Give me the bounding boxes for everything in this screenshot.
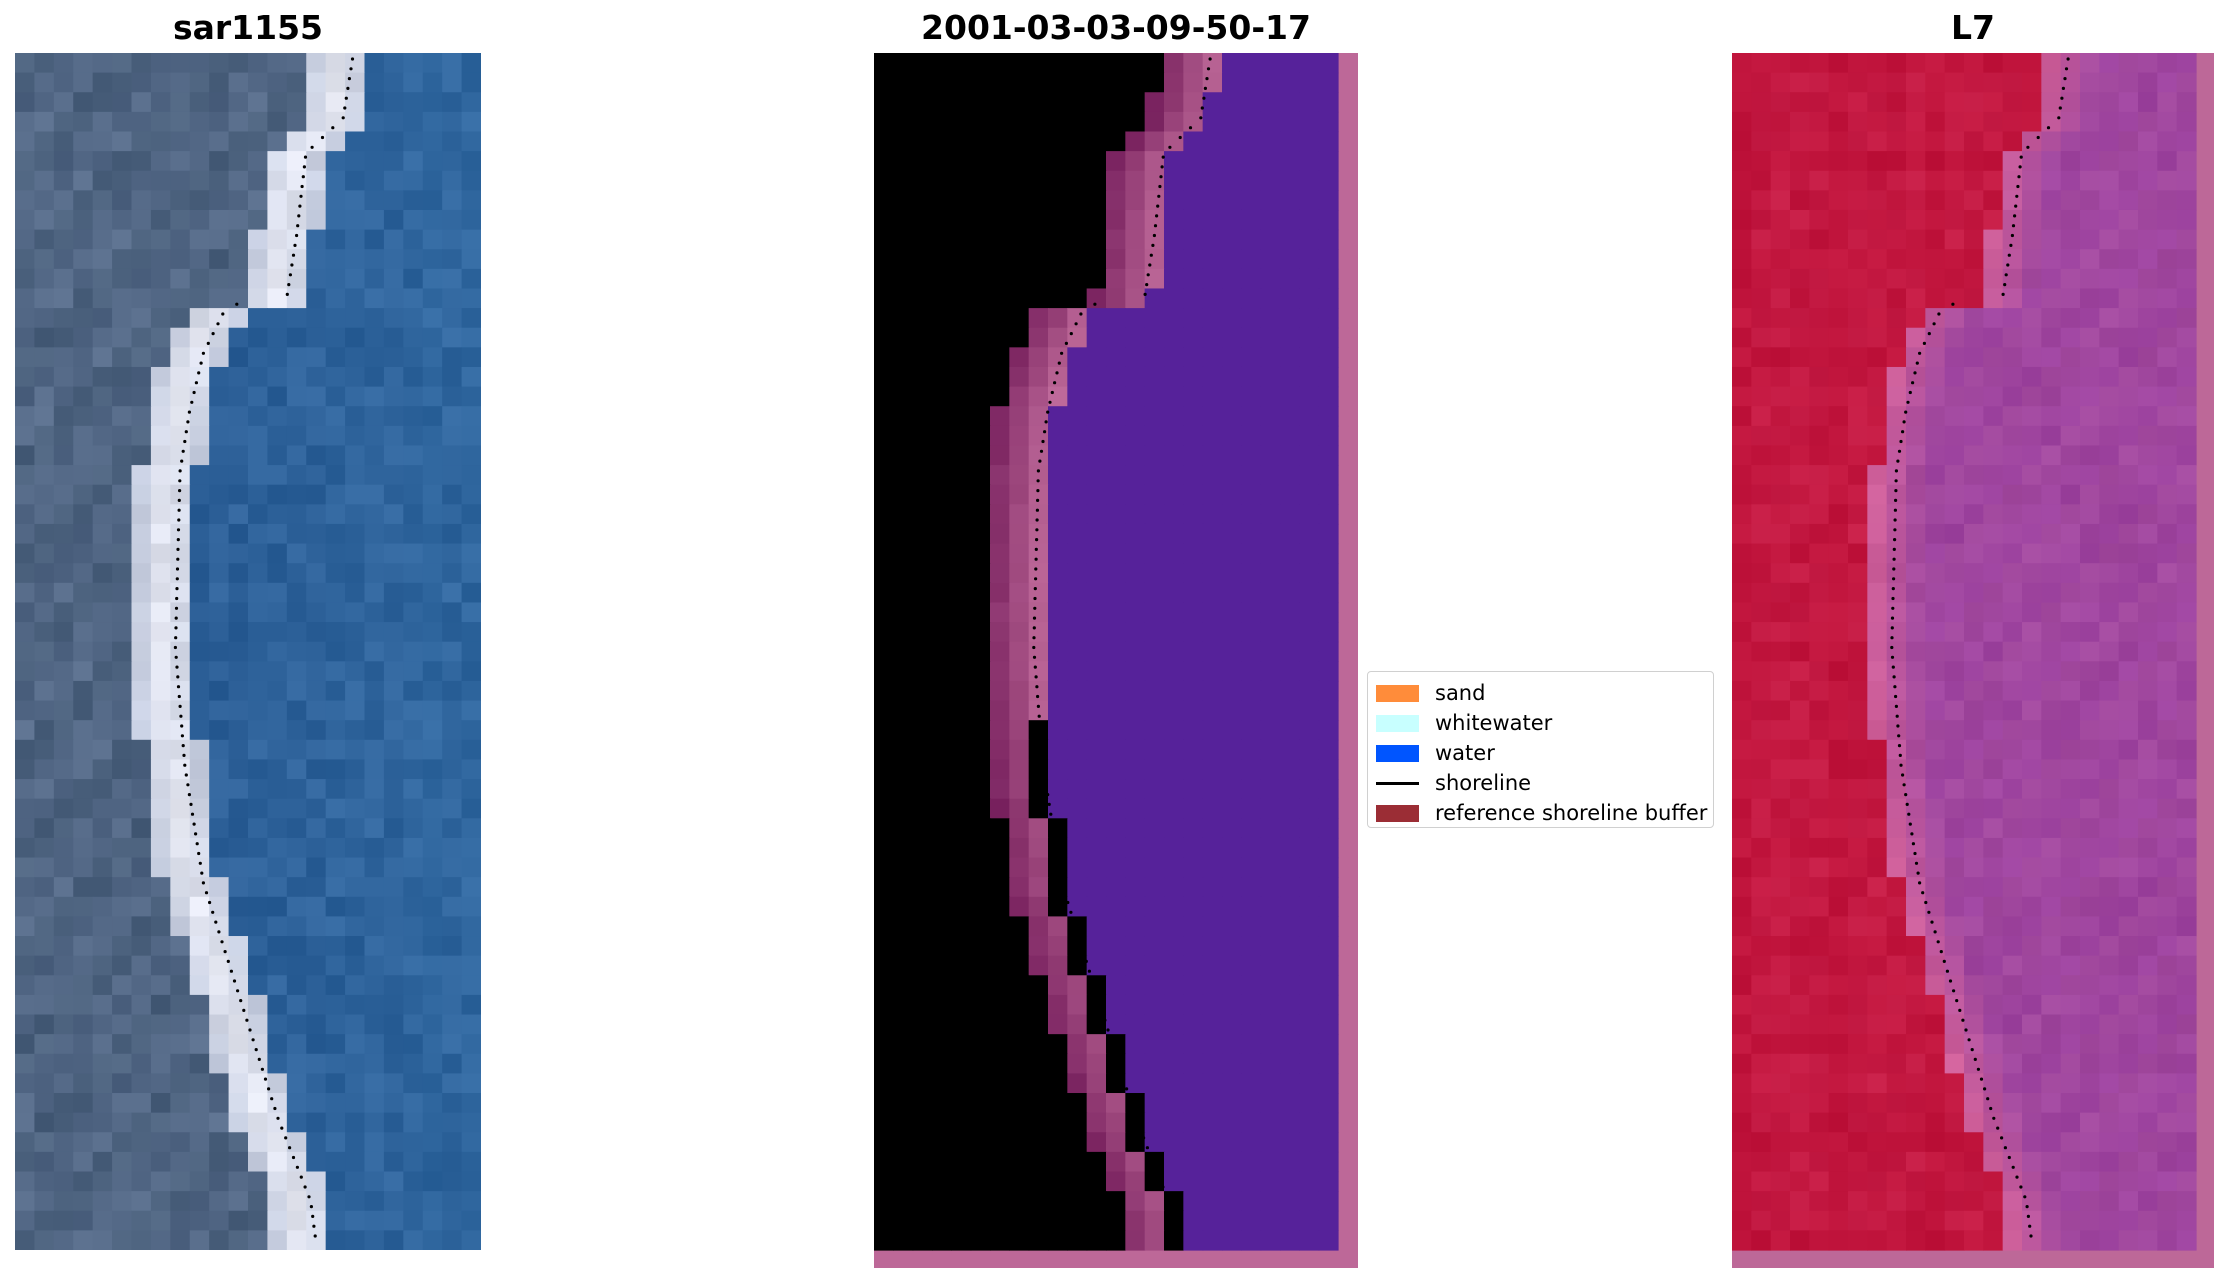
shoreline-dots — [1032, 57, 1212, 1238]
legend-item-reference-buffer: reference shoreline buffer — [1376, 798, 1708, 828]
legend-label: shoreline — [1435, 771, 1532, 795]
panel-title-rgb: sar1155 — [172, 8, 324, 47]
false-color-image — [1732, 53, 2214, 1268]
nir-image-panel — [1732, 53, 2214, 1268]
legend-item-sand: sand — [1376, 678, 1705, 708]
legend-item-water: water — [1376, 738, 1705, 768]
legend-item-shoreline: shoreline — [1376, 768, 1705, 798]
shoreline-dots — [1890, 57, 2070, 1238]
water-swatch — [1376, 744, 1419, 762]
shoreline-line-sample — [1376, 781, 1419, 785]
legend-item-whitewater: whitewater — [1376, 708, 1705, 738]
shoreline-dots — [173, 57, 355, 1238]
legend-label: whitewater — [1435, 711, 1553, 735]
legend-label: reference shoreline buffer — [1435, 801, 1708, 825]
legend: sand whitewater water shoreline referenc… — [1367, 671, 1714, 828]
rgb-satellite-image — [15, 53, 481, 1250]
reference-buffer-swatch — [1376, 804, 1419, 822]
legend-label: sand — [1435, 681, 1486, 705]
panel-title-nir: L7 — [1951, 8, 1995, 47]
rgb-image-panel — [15, 53, 481, 1250]
classified-image — [874, 53, 1358, 1268]
sand-swatch — [1376, 684, 1419, 702]
legend-label: water — [1435, 741, 1495, 765]
classified-image-panel — [874, 53, 1358, 1268]
whitewater-swatch — [1376, 714, 1419, 732]
panel-title-classified: 2001-03-03-09-50-17 — [921, 8, 1311, 47]
